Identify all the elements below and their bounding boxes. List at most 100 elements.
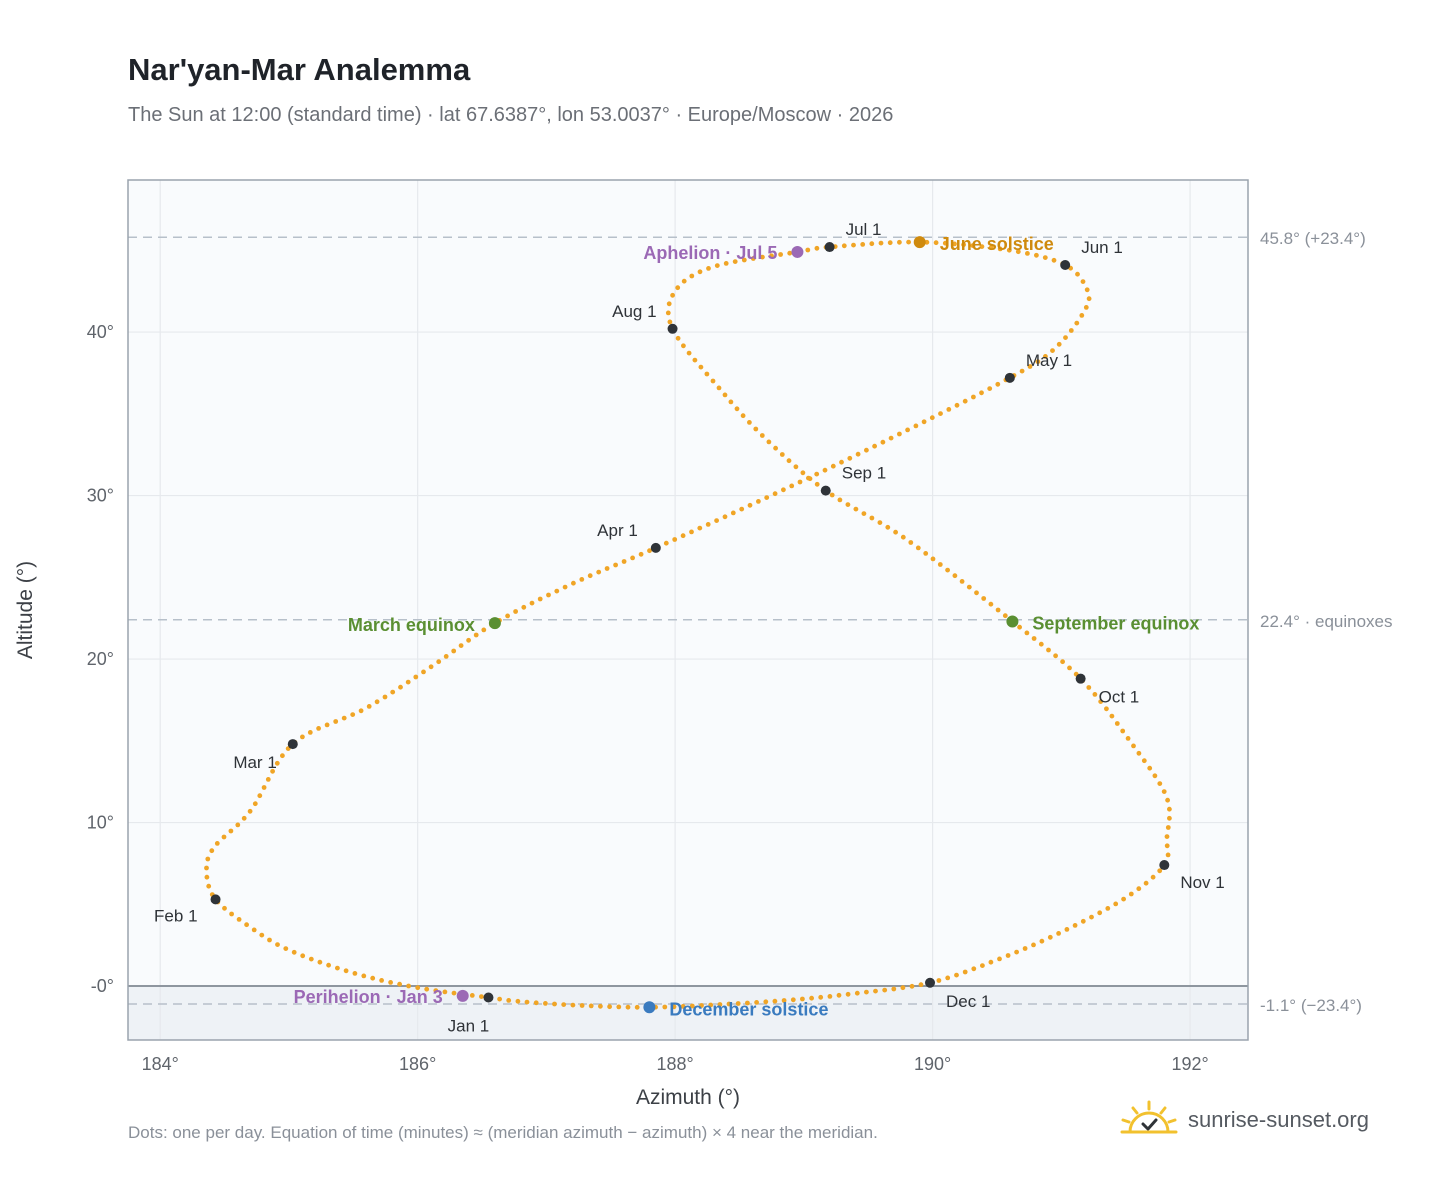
daily-dot: [705, 522, 711, 527]
daily-dot: [979, 390, 984, 396]
daily-dot: [836, 992, 842, 998]
daily-dot: [988, 601, 994, 607]
daily-dot: [665, 310, 671, 316]
daily-dot: [481, 627, 487, 633]
daily-dot: [839, 459, 844, 465]
daily-dot: [814, 471, 820, 477]
daily-dot: [291, 949, 297, 955]
daily-dot: [698, 364, 704, 370]
daily-dot: [515, 998, 521, 1004]
daily-dot: [343, 968, 349, 974]
daily-dot: [613, 562, 618, 568]
daily-dot: [766, 439, 772, 445]
month-marker-apr-1: [650, 542, 661, 553]
brand[interactable]: sunrise-sunset.org: [1120, 1100, 1369, 1140]
month-marker-nov-1: [1159, 860, 1170, 871]
daily-dot: [1167, 806, 1172, 812]
daily-dot: [473, 632, 479, 638]
daily-dot: [587, 573, 593, 579]
daily-dot: [1152, 773, 1158, 779]
daily-dot: [741, 257, 747, 263]
daily-dot: [740, 413, 746, 419]
month-label-sep-1: Sep 1: [842, 464, 886, 483]
daily-dot: [506, 998, 512, 1003]
daily-dot: [905, 427, 910, 433]
daily-dot: [1147, 765, 1153, 771]
daily-dot: [747, 420, 752, 425]
daily-dot: [723, 261, 729, 266]
daily-dot: [229, 911, 235, 917]
analemma-curve: [204, 239, 1172, 1010]
daily-dot: [379, 978, 384, 983]
daily-dot: [497, 996, 502, 1002]
daily-dot: [1128, 891, 1134, 897]
daily-dot: [675, 335, 681, 341]
daily-dot: [818, 994, 824, 1000]
daily-dot: [704, 371, 710, 377]
daily-dot: [1080, 918, 1086, 924]
y-tick-label: 30°: [87, 486, 114, 506]
plot-frame: [127, 179, 1249, 1041]
daily-dot: [789, 483, 795, 489]
daily-dot: [689, 273, 695, 279]
month-label-jan-1: Jan 1: [448, 1016, 490, 1035]
daily-dot: [413, 674, 419, 680]
daily-dot: [451, 990, 457, 996]
daily-dot: [621, 559, 627, 564]
month-marker-mar-1: [287, 739, 298, 750]
daily-dot: [647, 548, 652, 554]
daily-dot: [697, 269, 703, 275]
daily-dot: [533, 1000, 539, 1006]
month-label-dec-1: Dec 1: [946, 992, 990, 1011]
daily-dot: [1051, 257, 1057, 263]
daily-dot: [335, 965, 340, 971]
reference-lines: 45.8° (+23.4°) 22.4° · equinoxes -1.1° (−2…: [128, 229, 1393, 1015]
month-label-may-1: May 1: [1026, 351, 1072, 370]
daily-dot: [616, 1004, 622, 1010]
daily-dot: [1056, 341, 1062, 347]
daily-dot: [759, 433, 765, 438]
daily-dot: [1046, 647, 1051, 653]
daily-dot: [283, 946, 289, 951]
daily-dot: [855, 451, 861, 457]
daily-dot: [938, 411, 943, 416]
daily-dot: [924, 239, 930, 245]
daily-dot: [265, 777, 271, 782]
daily-dot: [710, 378, 716, 384]
daily-dot: [672, 537, 678, 542]
y-tick-label: -0°: [91, 976, 114, 996]
daily-dot: [388, 980, 393, 985]
daily-dot: [750, 256, 756, 261]
daily-dot: [900, 534, 906, 540]
daily-dot: [382, 694, 388, 700]
daily-dot: [946, 407, 952, 412]
daily-dot: [570, 1002, 576, 1008]
daily-dot: [228, 828, 234, 834]
daily-dot: [1031, 942, 1036, 948]
daily-dot: [918, 982, 924, 988]
month-marker-jul-1: [824, 242, 835, 253]
daily-dot: [571, 580, 576, 586]
daily-dot: [1060, 659, 1065, 665]
y-axis-label: Altitude (°): [14, 561, 37, 659]
daily-dot: [552, 1001, 557, 1007]
daily-dot: [1086, 685, 1092, 690]
daily-dot: [537, 596, 543, 602]
daily-dot: [1113, 901, 1119, 907]
daily-dot: [942, 240, 948, 246]
daily-dot: [1097, 910, 1103, 916]
daily-dot: [666, 301, 672, 307]
daily-dot: [307, 730, 313, 735]
daily-dot: [397, 981, 402, 987]
daily-dot: [962, 969, 968, 975]
daily-dot: [1075, 271, 1080, 277]
daily-dot: [428, 664, 434, 670]
daily-dot: [1006, 247, 1012, 253]
daily-dot: [730, 510, 736, 516]
daily-dot: [424, 986, 430, 992]
daily-dot: [670, 292, 675, 298]
daily-dot: [966, 584, 972, 590]
daily-dot: [252, 801, 258, 807]
event-label-aphelion-jul-5: Aphelion · Jul 5: [643, 243, 777, 263]
daily-dot: [706, 266, 711, 271]
